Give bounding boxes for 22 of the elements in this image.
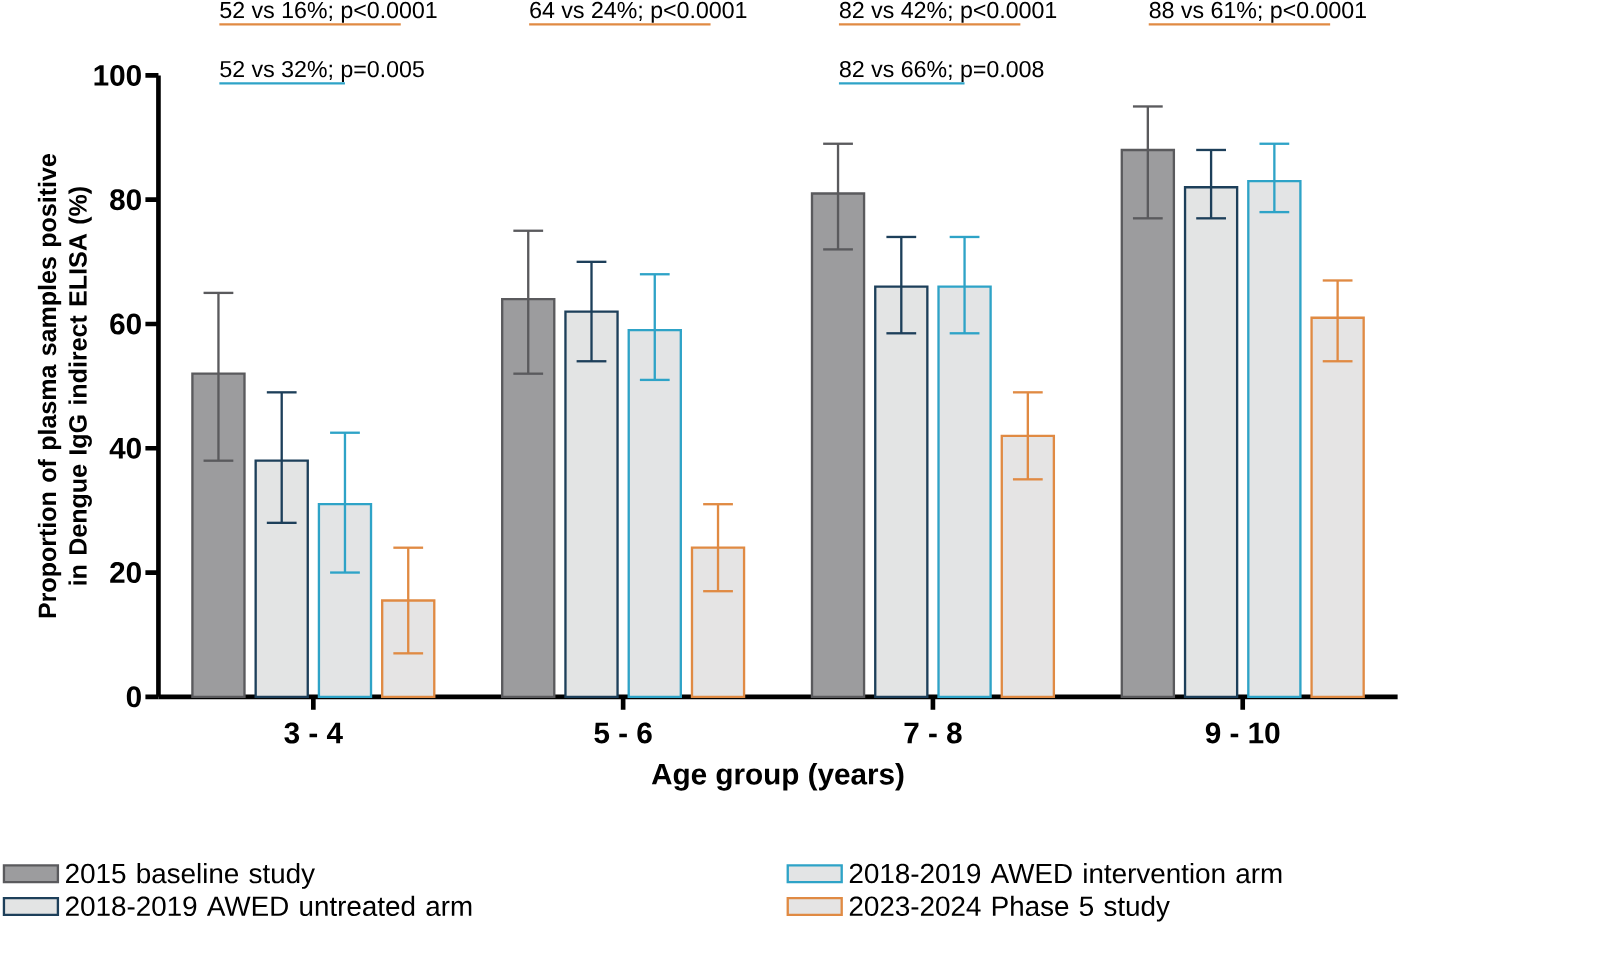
y-axis-title: Proportion of plasma samples positive in Dengue IgG indirect ELISA (%) xyxy=(37,153,92,618)
legend-label: 2023-2024 Phase 5 study xyxy=(849,895,1170,922)
x-tick-label: 7 - 8 xyxy=(904,722,962,744)
text: 64 vs 24%; p<0.0001 xyxy=(530,1,747,23)
legend-label: 2015 baseline study xyxy=(66,862,315,889)
y-tick-label: 60 xyxy=(110,313,141,335)
annotation: 52 vs 32%; p=0.005 xyxy=(220,60,424,82)
x-axis-title: Age group (years) xyxy=(651,762,904,791)
y-tick-label: 80 xyxy=(110,189,141,211)
y-tick-label: 20 xyxy=(110,561,141,583)
text: 88 vs 61%; p<0.0001 xyxy=(1149,1,1366,23)
text: 82 vs 42%; p<0.0001 xyxy=(839,1,1057,23)
annotation: 82 vs 66%; p=0.008 xyxy=(839,60,1044,82)
text: 52 vs 16%; p<0.0001 xyxy=(220,1,437,23)
x-tick-label: 5 - 6 xyxy=(594,722,652,744)
legend-label: 2018-2019 AWED intervention arm xyxy=(849,862,1282,884)
x-tick-label: 3 - 4 xyxy=(284,722,343,744)
y-tick-label: 100 xyxy=(94,64,141,86)
y-tick-label: 0 xyxy=(126,686,141,708)
legend-label: 2018-2019 AWED untreated arm xyxy=(66,895,472,916)
x-tick-label: 9 - 10 xyxy=(1205,722,1280,744)
y-tick-label: 40 xyxy=(109,437,141,459)
